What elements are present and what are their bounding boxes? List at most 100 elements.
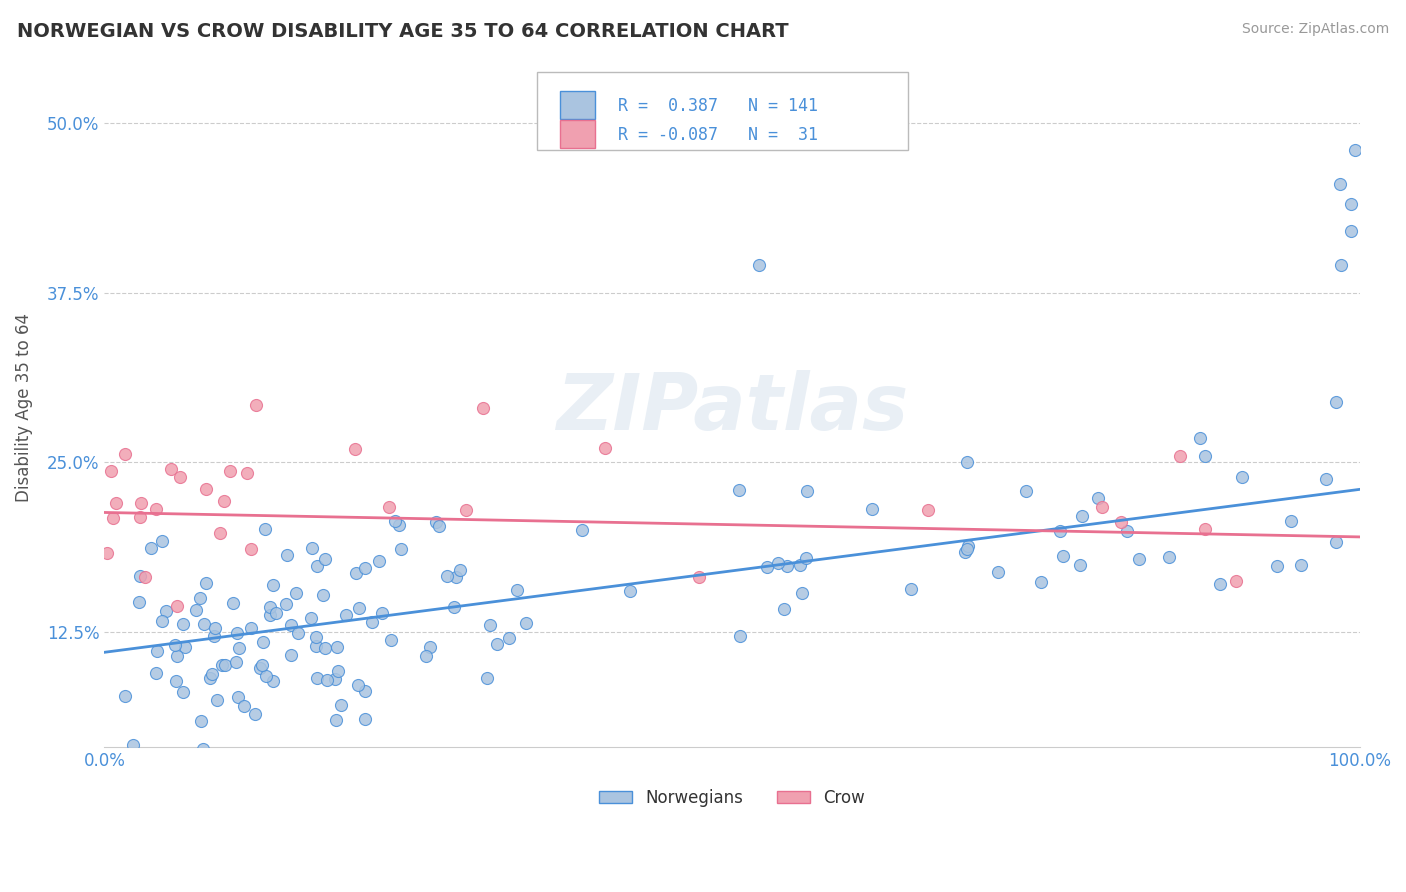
Point <box>190 714 212 728</box>
Point <box>728 629 751 643</box>
Point <box>186 603 208 617</box>
Point <box>105 496 128 510</box>
Point <box>325 714 347 728</box>
Point <box>384 514 406 528</box>
Point <box>917 502 939 516</box>
Point <box>193 616 215 631</box>
Point <box>425 515 447 529</box>
Point <box>343 442 366 456</box>
Point <box>262 674 284 689</box>
Point <box>174 640 197 655</box>
Point <box>299 611 322 625</box>
Point <box>353 713 375 727</box>
Point <box>360 615 382 629</box>
Point <box>1265 558 1288 573</box>
Point <box>194 576 217 591</box>
Point <box>1340 197 1362 211</box>
Point <box>128 509 150 524</box>
Point <box>456 503 478 517</box>
Point <box>240 621 263 635</box>
Point <box>252 635 274 649</box>
Point <box>1049 524 1071 538</box>
Point <box>1091 500 1114 515</box>
Point <box>1052 549 1074 563</box>
Text: ZIPatlas: ZIPatlas <box>555 370 908 446</box>
Point <box>169 470 191 484</box>
Point <box>472 401 495 415</box>
Point <box>1109 515 1132 529</box>
Point <box>122 739 145 753</box>
Point <box>380 633 402 648</box>
Point <box>768 556 790 570</box>
Point <box>776 559 799 574</box>
Point <box>276 548 298 562</box>
Point <box>498 632 520 646</box>
Point <box>307 558 329 573</box>
Point <box>114 447 136 461</box>
FancyBboxPatch shape <box>537 72 908 150</box>
Point <box>165 673 187 688</box>
Point <box>593 441 616 455</box>
Point <box>145 502 167 516</box>
Point <box>160 462 183 476</box>
Point <box>316 673 339 688</box>
Point <box>1329 177 1351 191</box>
Point <box>259 607 281 622</box>
Point <box>1329 259 1351 273</box>
Point <box>262 578 284 592</box>
Point <box>987 566 1010 580</box>
Point <box>1194 523 1216 537</box>
Point <box>212 494 235 508</box>
Point <box>214 658 236 673</box>
Point <box>1116 524 1139 538</box>
Point <box>449 563 471 577</box>
Point <box>515 615 537 630</box>
Point <box>323 672 346 686</box>
Point <box>477 671 499 685</box>
Point <box>314 551 336 566</box>
FancyBboxPatch shape <box>560 91 595 120</box>
Point <box>1015 483 1038 498</box>
Point <box>328 664 350 678</box>
Point <box>165 638 187 652</box>
Point <box>1071 508 1094 523</box>
Point <box>1340 224 1362 238</box>
Point <box>479 617 502 632</box>
Point <box>1194 450 1216 464</box>
Point <box>225 655 247 669</box>
Point <box>198 672 221 686</box>
Point <box>101 511 124 525</box>
Point <box>202 629 225 643</box>
Point <box>794 550 817 565</box>
Point <box>150 533 173 548</box>
Point <box>415 649 437 664</box>
Point <box>1279 515 1302 529</box>
Point <box>1087 491 1109 505</box>
Point <box>259 600 281 615</box>
Point <box>1344 143 1367 157</box>
Legend: Norwegians, Crow: Norwegians, Crow <box>592 782 872 814</box>
Point <box>427 518 450 533</box>
Text: R =  0.387   N = 141: R = 0.387 N = 141 <box>617 96 818 115</box>
Point <box>139 541 162 556</box>
Point <box>1168 449 1191 463</box>
Point <box>1289 558 1312 572</box>
Point <box>388 518 411 533</box>
Point <box>208 526 231 541</box>
Point <box>1128 552 1150 566</box>
Point <box>571 523 593 537</box>
Point <box>219 464 242 478</box>
Point <box>1189 431 1212 445</box>
Point <box>240 542 263 557</box>
Point <box>353 561 375 575</box>
Point <box>166 599 188 613</box>
Point <box>195 483 218 497</box>
Point <box>312 588 335 602</box>
Point <box>436 569 458 583</box>
Point <box>254 669 277 683</box>
Point <box>166 648 188 663</box>
Point <box>305 671 328 685</box>
Y-axis label: Disability Age 35 to 64: Disability Age 35 to 64 <box>15 313 32 502</box>
Point <box>249 661 271 675</box>
Point <box>728 483 751 497</box>
